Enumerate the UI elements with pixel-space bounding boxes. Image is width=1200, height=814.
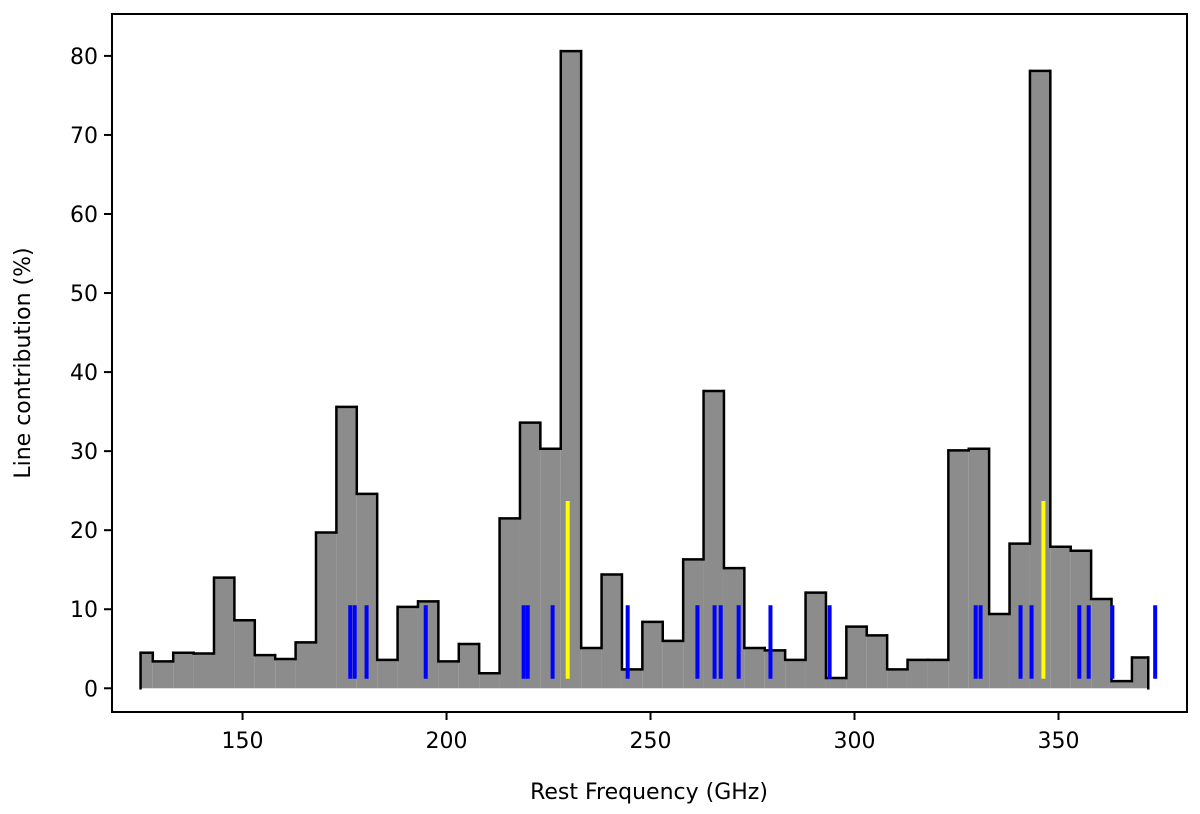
y-tick-label: 40	[70, 361, 98, 386]
bar	[479, 673, 500, 689]
bar	[642, 621, 663, 689]
bar	[356, 493, 378, 689]
bar	[295, 642, 316, 689]
x-tick-label: 250	[630, 729, 672, 754]
bar	[601, 574, 622, 689]
bar	[397, 606, 418, 689]
y-tick-label: 10	[70, 598, 98, 623]
bar	[499, 518, 520, 689]
y-tick-label: 50	[70, 282, 98, 307]
plot-frame	[111, 13, 1188, 713]
bar	[315, 532, 337, 689]
bar	[254, 655, 276, 689]
y-tick-label: 70	[70, 124, 98, 149]
bar	[213, 577, 235, 689]
bar	[907, 659, 928, 689]
bar	[805, 592, 826, 689]
x-tick-label: 150	[222, 729, 264, 754]
bar	[846, 626, 867, 689]
bar	[152, 661, 174, 689]
bar	[887, 669, 908, 689]
bar	[377, 659, 398, 689]
bar	[1029, 70, 1051, 689]
bar	[866, 635, 888, 689]
bar	[662, 640, 684, 689]
bar	[1131, 657, 1149, 689]
bar	[234, 620, 255, 689]
x-axis-label: Rest Frequency (GHz)	[530, 780, 768, 805]
y-tick-label: 60	[70, 203, 98, 228]
x-tick-label: 300	[834, 729, 876, 754]
bar	[438, 661, 459, 689]
bar	[193, 653, 214, 689]
y-axis-label: Line contribution (%)	[11, 247, 36, 478]
bar	[744, 647, 765, 689]
bar	[1091, 598, 1112, 689]
bar	[621, 669, 643, 689]
y-tick-label: 30	[70, 440, 98, 465]
x-tick-label: 200	[426, 729, 468, 754]
bar	[560, 51, 582, 689]
bar	[417, 601, 439, 689]
y-tick-label: 20	[70, 519, 98, 544]
bar	[275, 659, 296, 689]
x-tick-label: 350	[1037, 729, 1079, 754]
y-tick-label: 0	[84, 677, 98, 702]
bar	[825, 678, 847, 689]
bar	[1111, 681, 1132, 689]
bar	[581, 647, 602, 689]
bar	[540, 448, 561, 689]
bar	[140, 652, 153, 689]
bar	[173, 652, 194, 689]
bar	[458, 644, 480, 689]
y-tick-label: 80	[70, 45, 98, 70]
bar	[723, 568, 745, 689]
bar	[948, 450, 969, 689]
bar	[989, 613, 1010, 689]
bar	[1050, 546, 1071, 689]
bar	[785, 659, 806, 689]
bar	[764, 650, 786, 689]
bar	[683, 559, 704, 689]
bar	[927, 659, 949, 689]
